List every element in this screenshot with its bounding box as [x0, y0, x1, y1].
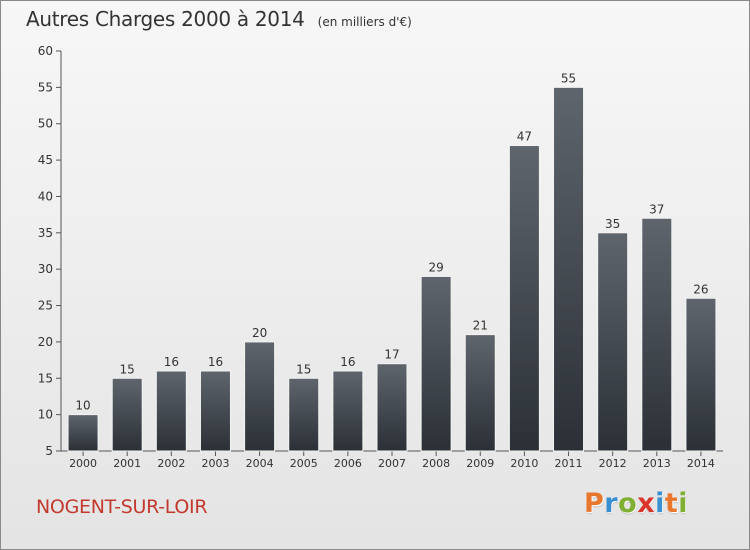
- chart-title: Autres Charges 2000 à 2014: [26, 7, 305, 31]
- x-tick-label: 2013: [643, 457, 671, 470]
- bar-2014[interactable]: [685, 297, 717, 452]
- data-label-2002: 16: [164, 355, 179, 369]
- bar-2013[interactable]: [641, 217, 673, 452]
- bar-2005[interactable]: [288, 377, 320, 452]
- brand-logo[interactable]: Proxiti: [584, 488, 688, 519]
- commune-name: NOGENT-SUR-LOIR: [36, 496, 208, 518]
- data-label-2011: 55: [561, 71, 576, 85]
- axes: 5 10 15 20 25 30 35 40 45 50 55 60 2000 2001 2002 2003 2…: [38, 44, 723, 470]
- brand-letter: P: [584, 488, 605, 519]
- bar-2000[interactable]: [67, 414, 99, 452]
- brand-letter: i: [655, 488, 665, 519]
- x-tick-label: 2011: [555, 457, 583, 470]
- y-tick-label: 20: [38, 335, 53, 349]
- x-tick-label: 2009: [466, 457, 494, 470]
- bars: [67, 86, 717, 452]
- data-label-2010: 47: [517, 130, 532, 144]
- x-tick-label: 2004: [246, 457, 274, 470]
- bar-2009[interactable]: [464, 334, 496, 452]
- x-tick-label: 2007: [378, 457, 406, 470]
- bar-2002[interactable]: [155, 370, 187, 452]
- brand-letter: i: [678, 488, 689, 519]
- x-tick-label: 2012: [599, 457, 627, 470]
- y-tick-label: 15: [38, 371, 53, 385]
- data-label-2008: 29: [428, 260, 443, 274]
- bar-2006[interactable]: [332, 370, 364, 452]
- x-tick-label: 2008: [422, 457, 450, 470]
- title-row: Autres Charges 2000 à 2014 (en milliers …: [26, 7, 412, 31]
- y-tick-label: 60: [38, 44, 53, 58]
- y-tick-label: 5: [45, 444, 53, 458]
- brand-letter: t: [664, 488, 679, 519]
- data-label-2006: 16: [340, 355, 355, 369]
- x-tick-label: 2003: [201, 457, 229, 470]
- data-label-2004: 20: [252, 326, 267, 340]
- brand-letter: x: [637, 488, 656, 519]
- y-tick-label: 40: [38, 189, 53, 203]
- bar-2008[interactable]: [420, 275, 452, 452]
- data-label-2001: 15: [120, 362, 135, 376]
- bar-2010[interactable]: [508, 145, 540, 452]
- data-label-2009: 21: [473, 319, 488, 333]
- y-tick-label: 30: [38, 262, 53, 276]
- y-tick-label: 10: [38, 408, 53, 422]
- data-label-2003: 16: [208, 355, 223, 369]
- y-tick-label: 45: [38, 153, 53, 167]
- data-labels: 10 15 16 16 20 15 16 17 29 21 47 55 35 37 26: [75, 71, 708, 412]
- x-tick-label: 2010: [510, 457, 538, 470]
- x-tick-label: 2014: [687, 457, 715, 470]
- x-tick-label: 2006: [334, 457, 362, 470]
- x-tick-label: 2005: [290, 457, 318, 470]
- bar-2012[interactable]: [597, 232, 629, 452]
- data-label-2000: 10: [75, 399, 90, 413]
- bar-2001[interactable]: [111, 377, 143, 452]
- bar-2004[interactable]: [244, 341, 276, 452]
- y-tick-label: 55: [38, 80, 53, 94]
- brand-letter: o: [618, 488, 638, 519]
- x-tick-label: 2000: [69, 457, 97, 470]
- chart-subtitle: (en milliers d'€): [317, 15, 412, 29]
- bar-2007[interactable]: [376, 363, 408, 452]
- x-tick-label: 2002: [157, 457, 185, 470]
- y-tick-label: 35: [38, 226, 53, 240]
- data-label-2012: 35: [605, 217, 620, 231]
- x-tick-label: 2001: [113, 457, 141, 470]
- data-label-2014: 26: [693, 282, 708, 296]
- data-label-2007: 17: [384, 348, 399, 362]
- y-tick-label: 50: [38, 117, 53, 131]
- data-label-2013: 37: [649, 202, 664, 216]
- bar-2011[interactable]: [553, 86, 585, 452]
- bar-2003[interactable]: [199, 370, 231, 452]
- brand-letter: r: [604, 488, 619, 519]
- y-tick-label: 25: [38, 299, 53, 313]
- data-label-2005: 15: [296, 362, 311, 376]
